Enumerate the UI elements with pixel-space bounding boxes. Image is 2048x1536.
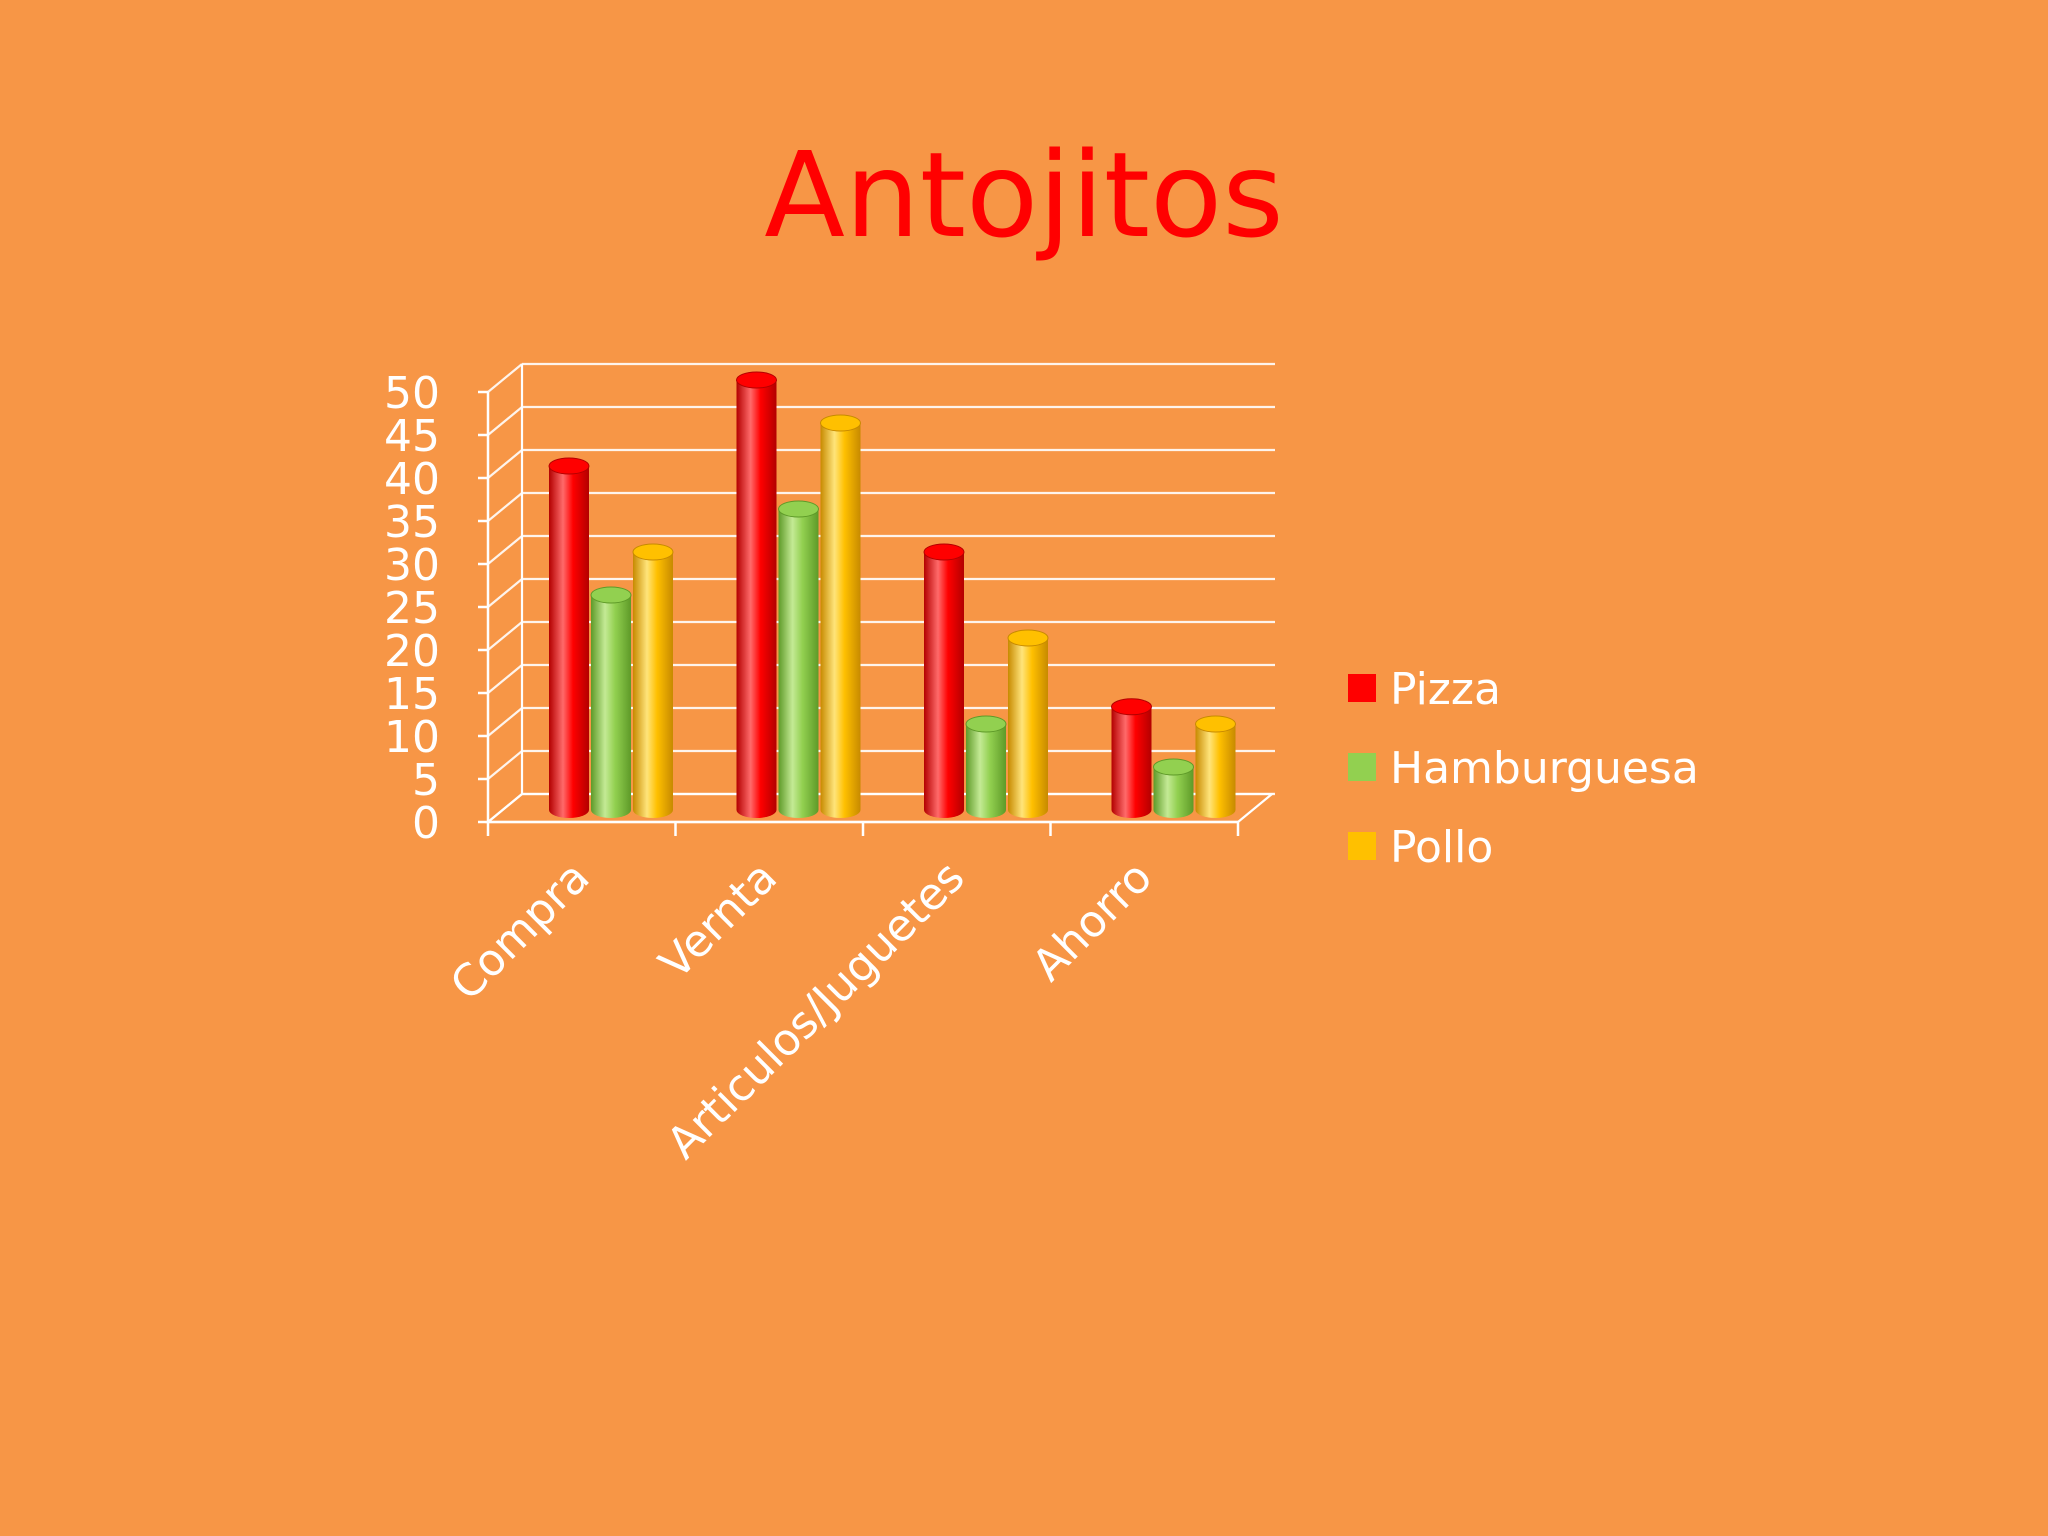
category-label: Vernta (650, 852, 787, 989)
bar-top (632, 543, 674, 561)
legend-swatch (1348, 674, 1376, 702)
gridline-side (487, 621, 523, 651)
bar-pizza-3 (1111, 698, 1152, 818)
legend-label: Hamburguesa (1390, 743, 1699, 794)
y-tick-label: 25 (384, 583, 440, 634)
gridline-side (487, 449, 523, 479)
legend-label: Pollo (1390, 822, 1493, 873)
bar-top (778, 500, 819, 518)
gridline-side (487, 406, 523, 436)
y-tick-label: 35 (384, 497, 440, 548)
bar-body (1008, 638, 1048, 818)
legend-label: Pizza (1390, 664, 1501, 715)
bar-body (736, 380, 777, 818)
legend-swatch (1348, 753, 1376, 781)
legend-swatch (1348, 832, 1376, 860)
bar-top (736, 371, 777, 389)
gridline-side (487, 664, 523, 694)
y-tick-label: 45 (384, 411, 440, 462)
category-label: Compra (441, 852, 600, 1011)
gridline-side (487, 578, 523, 608)
bar-hamburguesa-0 (590, 586, 632, 818)
bars (548, 371, 1236, 818)
bar-body (1111, 706, 1152, 818)
bar-top (590, 586, 632, 604)
gridline-side (487, 750, 523, 780)
y-tick-label: 30 (384, 540, 440, 591)
bar-top (923, 543, 965, 561)
bar-pollo-1 (820, 414, 861, 818)
bar-top (1111, 698, 1152, 716)
bar-pizza-0 (548, 457, 590, 818)
bar-hamburguesa-3 (1153, 758, 1194, 818)
bar-body (591, 595, 631, 818)
y-tick-label: 0 (412, 798, 440, 849)
y-tick-label: 20 (384, 626, 440, 677)
gridline-side (487, 535, 523, 565)
y-tick-label: 5 (412, 755, 440, 806)
gridline-side (487, 492, 523, 522)
bar-pizza-2 (923, 543, 965, 818)
bar-top (965, 715, 1007, 733)
bar-top (1153, 758, 1194, 776)
gridline-side (487, 707, 523, 737)
chart-title: Antojitos (764, 126, 1284, 264)
bar-body (633, 552, 673, 818)
bar-top (1195, 715, 1236, 733)
bar-top (548, 457, 590, 475)
bar-pollo-3 (1195, 715, 1236, 818)
axes (478, 390, 1240, 836)
bar-body (1195, 724, 1236, 818)
y-tick-label: 50 (384, 368, 440, 419)
bar-body (820, 423, 861, 818)
bar-pizza-1 (736, 371, 777, 818)
bar-pollo-0 (632, 543, 674, 818)
y-tick-label: 10 (384, 712, 440, 763)
bar-hamburguesa-1 (778, 500, 819, 818)
y-tick-label: 40 (384, 454, 440, 505)
bar-body (549, 466, 589, 818)
bar-body (778, 509, 819, 818)
gridline-side (487, 363, 523, 393)
category-label: Ahorro (1023, 852, 1162, 991)
bar-top (1007, 629, 1049, 647)
bar-top (820, 414, 861, 432)
y-tick-label: 15 (384, 669, 440, 720)
legend: Pizza Hamburguesa Pollo (1348, 664, 1699, 873)
bar-pollo-2 (1007, 629, 1049, 818)
bar-body (1153, 767, 1194, 818)
bar-body (924, 552, 964, 818)
bar-body (966, 724, 1006, 818)
bar-hamburguesa-2 (965, 715, 1007, 818)
